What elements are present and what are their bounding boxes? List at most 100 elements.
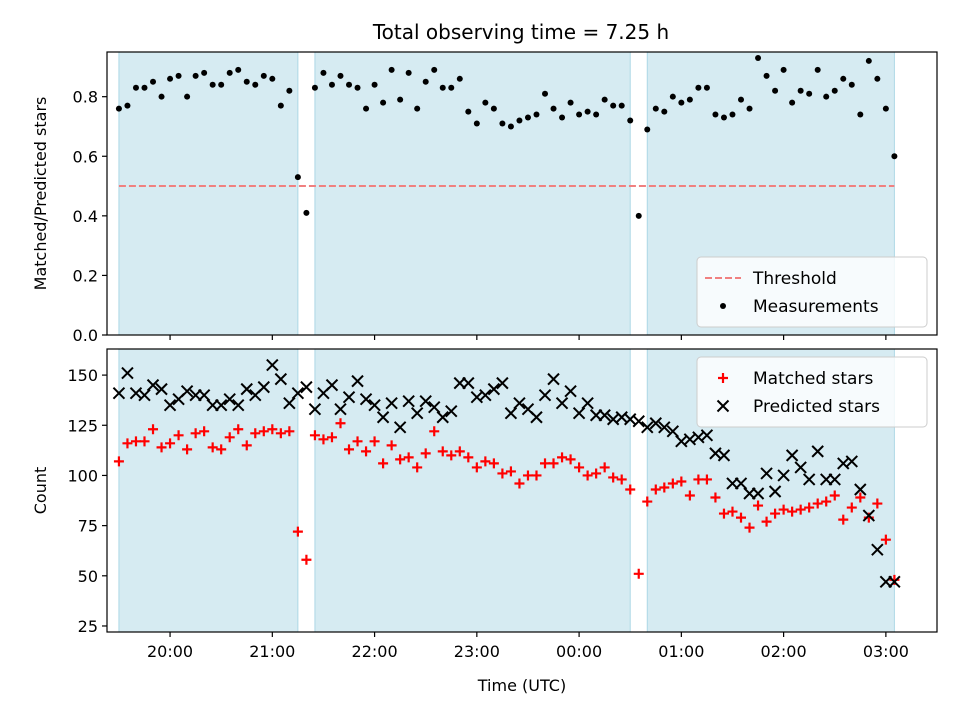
data-point <box>359 392 373 406</box>
y-tick-label: 0.4 <box>73 207 98 226</box>
data-point <box>499 120 506 127</box>
y-tick-label: 25 <box>78 617 98 636</box>
data-point <box>335 418 346 429</box>
data-point <box>445 405 458 418</box>
data-point <box>669 93 676 100</box>
y-axis-label: Count <box>31 467 50 515</box>
data-point <box>351 374 364 388</box>
data-point <box>487 382 501 396</box>
observing-interval-0 <box>118 348 299 633</box>
data-point <box>283 396 296 410</box>
data-point <box>797 87 804 94</box>
series-measurements <box>115 54 898 219</box>
data-point <box>804 502 815 513</box>
legend-box <box>696 256 928 328</box>
data-point <box>591 468 602 479</box>
data-point <box>574 462 585 473</box>
data-point <box>862 509 876 522</box>
data-point <box>224 432 235 443</box>
data-point <box>557 452 568 463</box>
data-point <box>564 384 577 398</box>
data-point <box>209 81 216 88</box>
data-point <box>854 483 867 496</box>
data-point <box>463 452 474 463</box>
data-point <box>141 84 148 91</box>
data-point <box>770 508 781 519</box>
data-point <box>122 438 133 449</box>
data-point <box>718 508 729 519</box>
data-point <box>326 432 337 443</box>
data-point <box>845 455 858 468</box>
data-point <box>678 99 685 106</box>
data-point <box>642 496 653 507</box>
data-point <box>649 417 662 430</box>
data-point <box>644 126 651 133</box>
data-point <box>712 111 719 118</box>
data-point <box>627 117 634 124</box>
data-point <box>257 380 271 394</box>
legend: Threshold Measurements <box>696 256 928 328</box>
x-tick-label: 02:00 <box>761 642 807 661</box>
data-point <box>516 117 523 124</box>
data-point <box>320 69 327 76</box>
data-point <box>192 72 199 79</box>
data-point <box>727 506 738 517</box>
data-point <box>405 69 412 76</box>
y-tick-label: 125 <box>67 416 98 435</box>
data-point <box>738 96 745 103</box>
data-point <box>601 96 608 103</box>
series-matched-stars <box>113 418 900 585</box>
data-point <box>337 72 344 79</box>
data-point <box>388 66 395 73</box>
data-point <box>736 512 747 523</box>
data-point <box>454 446 465 457</box>
legend-label: Threshold <box>752 269 837 289</box>
data-point <box>490 105 497 112</box>
data-point <box>625 484 636 495</box>
data-point <box>156 442 167 453</box>
data-point <box>763 72 770 79</box>
data-point <box>155 382 168 396</box>
data-point <box>882 105 889 112</box>
data-point <box>572 407 586 420</box>
data-point <box>780 66 787 73</box>
data-point <box>334 403 347 416</box>
data-point <box>431 66 438 73</box>
y-tick-label: 75 <box>78 517 98 536</box>
data-point <box>113 456 124 467</box>
data-point <box>402 394 415 408</box>
observing-interval-1 <box>314 348 631 633</box>
data-point <box>652 105 659 112</box>
x-tick-label: 00:00 <box>556 642 602 661</box>
data-point <box>785 449 799 462</box>
x-tick-label: 20:00 <box>147 642 193 661</box>
data-point <box>789 99 796 106</box>
data-point <box>888 575 901 589</box>
data-point <box>429 426 440 437</box>
data-point <box>650 484 661 495</box>
data-point <box>342 390 356 404</box>
data-point <box>371 81 378 88</box>
data-point <box>616 474 627 485</box>
x-tick-label: 03:00 <box>863 642 909 661</box>
data-point <box>132 84 139 91</box>
data-point <box>496 376 509 390</box>
data-point <box>821 496 832 507</box>
data-point <box>311 84 318 91</box>
data-point <box>777 469 790 482</box>
data-point <box>848 81 855 88</box>
legend: Matched stars Predicted stars <box>696 356 928 428</box>
data-point <box>531 470 542 481</box>
data-point <box>422 78 429 85</box>
data-point <box>403 452 414 463</box>
data-point <box>226 69 233 76</box>
data-point <box>778 504 789 515</box>
data-point <box>150 78 157 85</box>
data-point <box>419 394 432 408</box>
data-point <box>397 96 404 103</box>
data-point <box>507 123 514 130</box>
data-point <box>446 450 457 461</box>
data-point <box>542 90 549 97</box>
data-point <box>439 84 446 91</box>
